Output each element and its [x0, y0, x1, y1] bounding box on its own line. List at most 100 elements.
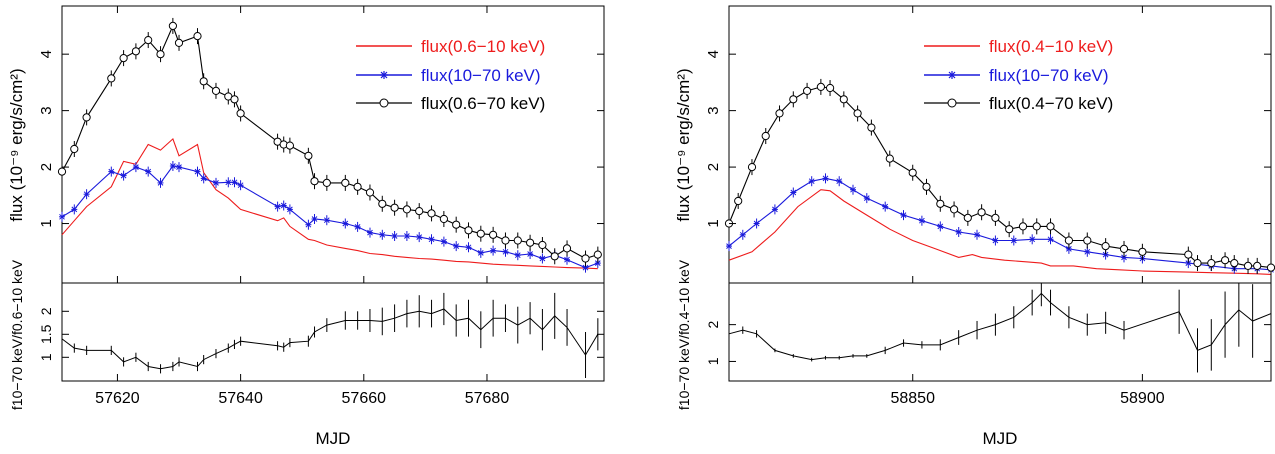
star-stroke [237, 182, 244, 189]
star-stroke [404, 233, 410, 239]
ratio-y-tick-label: 2 [705, 320, 721, 328]
data-point-star [836, 176, 843, 187]
x-axis-label: MJD [316, 429, 351, 448]
data-marks [57, 17, 602, 378]
star-stroke [231, 179, 238, 186]
data-point-circle [415, 207, 424, 216]
data-point-circle [826, 83, 835, 93]
data-point-circle [789, 95, 798, 104]
data-point-star [937, 221, 944, 232]
data-point-circle [390, 203, 399, 212]
ratio-plot-frame [61, 282, 605, 382]
y-tick-label: 2 [705, 163, 722, 171]
legend-label-soft: flux(0.4−10 keV) [989, 37, 1113, 56]
data-point-circle [1266, 263, 1275, 272]
star-stroke [323, 217, 330, 224]
star-stroke [992, 237, 999, 244]
data-point-circle [310, 177, 319, 186]
data-point-circle [803, 86, 812, 96]
legend-label-soft: flux(0.6−10 keV) [421, 37, 545, 56]
data-point-circle [550, 252, 559, 261]
star-stroke [225, 179, 232, 186]
data-point-circle [936, 199, 945, 208]
data-point-circle [1253, 261, 1262, 270]
legend: flux(0.6−10 keV) flux(10−70 keV) flux(0.… [356, 37, 545, 113]
x-tick-label: 58850 [890, 390, 935, 407]
data-point-star [453, 241, 460, 252]
data-point-star [274, 201, 281, 212]
data-point-star [514, 250, 521, 261]
star-stroke [274, 203, 281, 210]
star-stroke [342, 220, 349, 227]
star-stroke [311, 216, 318, 222]
star-stroke [83, 191, 90, 198]
data-point-circle [1207, 259, 1216, 268]
data-point-circle [70, 144, 79, 154]
data-point-circle [775, 109, 784, 118]
data-point-star [194, 166, 201, 177]
x-tick-label: 57660 [342, 390, 387, 407]
data-point-star [863, 193, 870, 204]
star-stroke [1047, 236, 1054, 243]
legend-star-marker [380, 71, 388, 79]
data-point-circle [1101, 242, 1110, 251]
data-point-circle [156, 50, 165, 59]
data-point-circle [174, 38, 184, 48]
star-stroke [1010, 237, 1017, 244]
data-point-star [237, 180, 244, 191]
y-tick-label: 4 [38, 50, 55, 58]
data-point-star [992, 235, 999, 246]
data-point-star [1010, 235, 1017, 246]
data-point-star [132, 162, 139, 173]
star-stroke [213, 180, 219, 186]
data-point-circle [131, 47, 140, 56]
data-point-circle [1243, 261, 1253, 270]
data-point-circle [199, 77, 208, 86]
y-tick-label: 2 [38, 163, 55, 171]
star-stroke [428, 236, 435, 243]
data-point-star [120, 170, 127, 181]
data-point-circle [353, 182, 362, 191]
star-stroke [59, 213, 65, 220]
star-stroke [808, 178, 815, 185]
ratio-y-tick-label: 2 [38, 307, 54, 315]
legend: flux(0.4−10 keV) flux(10−70 keV) flux(0.… [924, 37, 1113, 113]
star-stroke [416, 234, 423, 240]
star-stroke [739, 231, 746, 238]
data-point-circle [513, 236, 522, 245]
data-point-star [71, 204, 78, 215]
star-stroke [836, 178, 843, 185]
data-point-circle [977, 208, 986, 217]
star-stroke [367, 229, 373, 236]
data-point-circle [1221, 256, 1230, 265]
star-stroke [465, 244, 472, 251]
x-tick-label: 57640 [218, 390, 263, 407]
data-point-star [808, 176, 815, 187]
star-stroke [354, 224, 361, 230]
y-tick-label: 3 [705, 106, 722, 114]
data-point-circle [378, 199, 387, 208]
data-point-star [490, 245, 497, 256]
data-point-star [367, 227, 373, 238]
data-point-star [882, 201, 889, 212]
data-point-circle [761, 131, 770, 141]
star-stroke [145, 168, 152, 175]
data-point-circle [839, 95, 848, 104]
data-point-star [83, 189, 90, 200]
data-point-circle [734, 196, 743, 206]
y-tick-label: 4 [705, 50, 722, 58]
star-stroke [564, 256, 570, 263]
star-stroke [502, 248, 509, 255]
data-point-circle [82, 113, 91, 122]
data-point-star [323, 215, 330, 226]
star-stroke [490, 247, 496, 254]
y-tick-label: 1 [38, 219, 55, 227]
star-stroke [120, 172, 127, 179]
data-point-star [900, 210, 907, 221]
star-stroke [882, 203, 889, 210]
data-point-circle [452, 220, 461, 229]
chart-right: 58850 58900 1 2 3 4 1 2 flux (10⁻⁹ erg/s/cm²) f… [674, 5, 1275, 448]
star-stroke [305, 221, 312, 228]
data-point-star [1121, 252, 1127, 263]
data-point-star [790, 187, 797, 198]
